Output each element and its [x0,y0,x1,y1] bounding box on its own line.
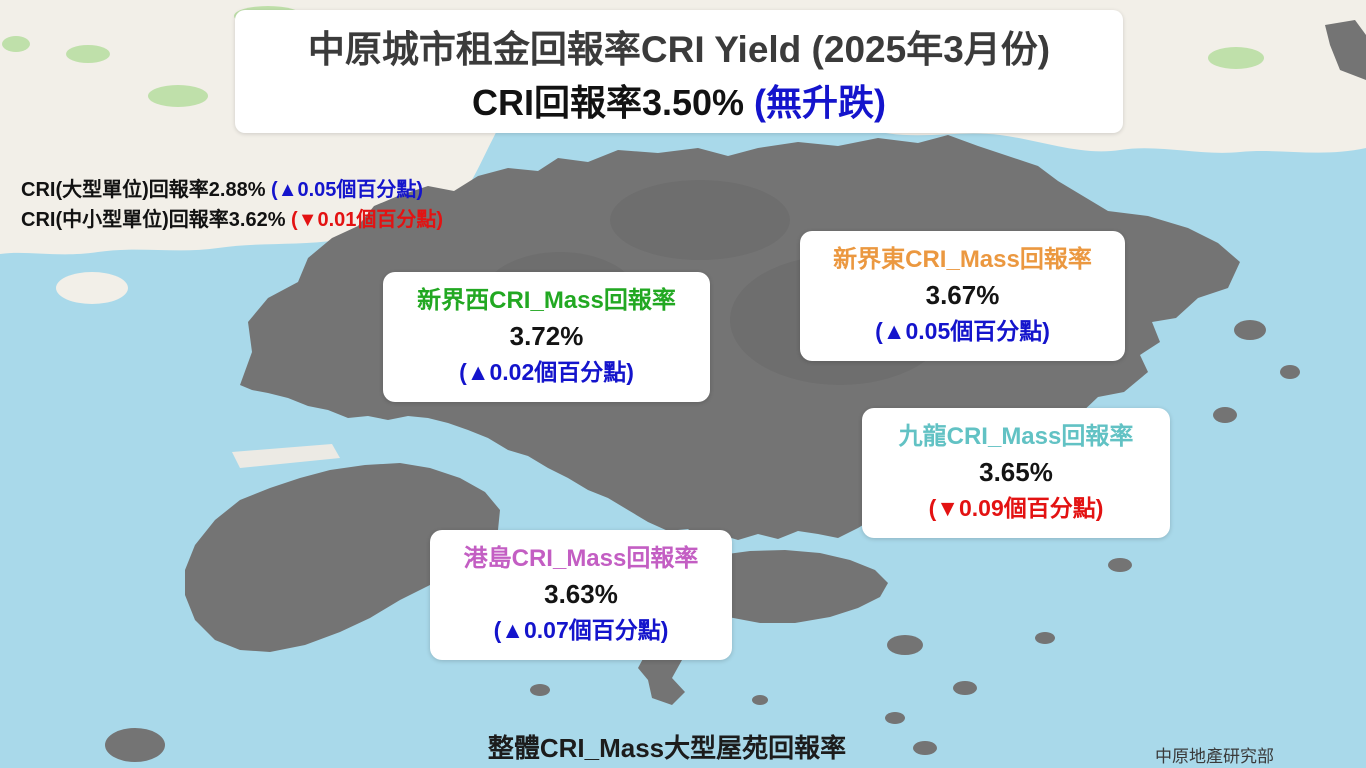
region-title: 港島CRI_Mass回報率 [463,545,699,572]
summary-label: CRI(大型單位)回報率2.88% [21,179,266,201]
small-island [752,695,768,705]
small-island [1035,632,1055,644]
lantau-island [185,463,500,652]
region-card-kowloon: 九龍CRI_Mass回報率 3.65% (▼0.09個百分點) [862,408,1170,538]
region-change: (▲0.07個百分點) [493,617,669,643]
airport-strip [232,444,340,468]
region-change: (▲0.05個百分點) [875,318,1050,344]
summary-change: (▼0.01個百分點) [291,209,444,231]
main-title: 中原城市租金回報率CRI Yield (2025年3月份) [307,29,1051,70]
title-card: 中原城市租金回報率CRI Yield (2025年3月份) CRI回報率3.50… [235,10,1123,133]
summary-stats: CRI(大型單位)回報率2.88% (▲0.05個百分點) CRI(中小型單位)… [21,175,443,235]
summary-label: CRI(中小型單位)回報率3.62% [21,209,286,231]
small-island [1108,558,1132,572]
region-card-hk-island: 港島CRI_Mass回報率 3.63% (▲0.07個百分點) [430,530,732,660]
region-value: 3.63% [544,579,618,609]
small-island [1213,407,1237,423]
vegetation-patch [1208,47,1264,69]
small-island [1325,20,1366,80]
summary-change: (▲0.05個百分點) [271,179,424,201]
vegetation-patch [148,85,208,107]
region-change: (▲0.02個百分點) [459,359,634,385]
small-island [105,728,165,762]
footer-caption: 整體CRI_Mass大型屋苑回報率 [487,733,847,763]
small-island [885,712,905,724]
small-island [1280,365,1300,379]
summary-line-large-units: CRI(大型單位)回報率2.88% (▲0.05個百分點) [21,175,443,205]
overall-yield-value: CRI回報率3.50% [471,82,745,123]
small-island [530,684,550,696]
region-card-nt-west: 新界西CRI_Mass回報率 3.72% (▲0.02個百分點) [383,272,710,402]
region-title: 九龍CRI_Mass回報率 [898,423,1134,450]
small-island [887,635,923,655]
region-value: 3.67% [925,280,1000,310]
region-title: 新界西CRI_Mass回報率 [417,287,676,314]
summary-line-small-units: CRI(中小型單位)回報率3.62% (▼0.01個百分點) [21,205,443,235]
region-change: (▼0.09個百分點) [928,495,1104,521]
vegetation-patch [2,36,30,52]
overall-yield-change: (無升跌) [754,82,887,123]
terrain-shading [610,180,790,260]
vegetation-patch [66,45,110,63]
region-card-nt-east: 新界東CRI_Mass回報率 3.67% (▲0.05個百分點) [800,231,1125,361]
region-title: 新界東CRI_Mass回報率 [833,246,1092,273]
mainland-islet [56,272,128,304]
source-credit: 中原地產研究部 [1155,747,1274,766]
region-value: 3.65% [979,457,1053,487]
small-island [913,741,937,755]
subtitle: CRI回報率3.50% (無升跌) [235,77,1123,129]
lamma-island [638,648,685,705]
small-island [953,681,977,695]
small-island [1234,320,1266,340]
region-value: 3.72% [509,321,584,351]
